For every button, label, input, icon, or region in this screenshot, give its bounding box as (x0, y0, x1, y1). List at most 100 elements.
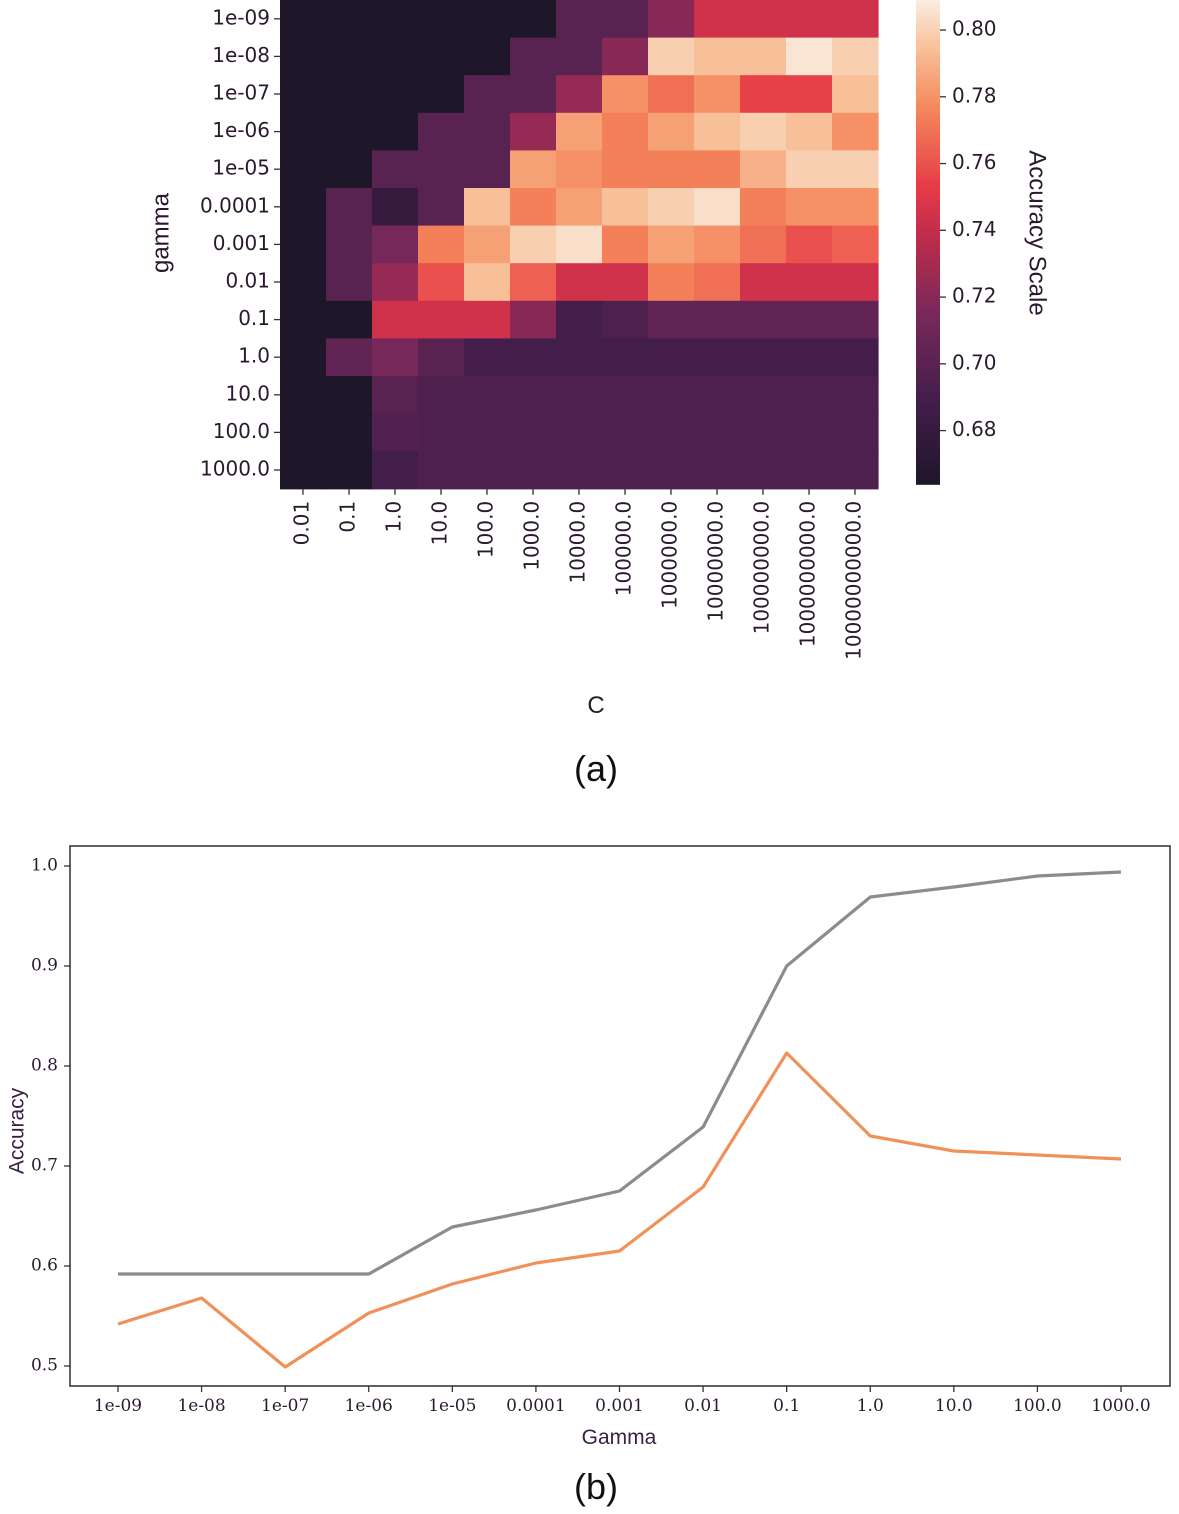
heatmap-cell (740, 188, 787, 227)
heatmap-cell (556, 376, 603, 415)
heatmap-cell (694, 263, 741, 302)
heatmap-cell (832, 150, 879, 189)
colorbar-segment (916, 8, 940, 13)
colorbar-segment (916, 310, 940, 316)
line-chart-x-ticks: 1e-09 1e-08 1e-07 1e-06 1e-05 0.0001 0.001 0.01… (94, 1386, 1151, 1416)
heatmap-cell (556, 338, 603, 377)
line-chart-x-tick-label: 0.01 (684, 1396, 722, 1416)
colorbar-segment (916, 40, 940, 46)
line-chart-x-tick-label: 1.0 (857, 1396, 884, 1416)
heatmap-cell (510, 263, 557, 302)
heatmap-cell (326, 112, 373, 151)
colorbar-segment (916, 455, 940, 461)
heatmap-cell (510, 188, 557, 227)
heatmap-cell (832, 451, 879, 490)
colorbar-segment (916, 318, 940, 324)
colorbar-segment (916, 189, 940, 195)
colorbar-segment (916, 48, 940, 54)
heatmap-cell (464, 338, 511, 377)
heatmap-cell (372, 451, 419, 490)
colorbar-segment (916, 431, 940, 437)
colorbar-segment (916, 92, 940, 98)
colorbar-segment (916, 237, 940, 243)
heatmap-x-tick-label: 0.1 (336, 501, 360, 533)
heatmap-cell (786, 451, 833, 490)
heatmap-x-tick-label: 1000.0 (520, 501, 544, 571)
heatmap-cell (602, 112, 649, 151)
heatmap-cell (464, 37, 511, 76)
colorbar-segment (916, 221, 940, 227)
heatmap-cell (556, 150, 603, 189)
heatmap-cell (648, 0, 695, 39)
heatmap-cell (418, 0, 465, 39)
heatmap-cell (556, 413, 603, 452)
colorbar-segment (916, 467, 940, 473)
heatmap-cell (556, 112, 603, 151)
heatmap-cell (418, 112, 465, 151)
heatmap-cell (694, 413, 741, 452)
colorbar-segment (916, 185, 940, 191)
colorbar-segment (916, 242, 940, 247)
heatmap-cell (418, 413, 465, 452)
heatmap-cell (786, 338, 833, 377)
heatmap-cell (418, 188, 465, 227)
heatmap-cell (464, 376, 511, 415)
colorbar-segment (916, 262, 940, 267)
colorbar-segment (916, 173, 940, 179)
colorbar-segment (916, 129, 940, 134)
heatmap-cell (740, 338, 787, 377)
heatmap-cell (832, 188, 879, 227)
colorbar-tick-label: 0.74 (952, 217, 997, 241)
line-chart-y-tick-label: 0.7 (31, 1156, 58, 1176)
heatmap-cell (556, 37, 603, 76)
heatmap-cell (510, 150, 557, 189)
heatmap-cell (694, 188, 741, 227)
heatmap-cell (602, 263, 649, 302)
heatmap-cell (326, 75, 373, 114)
heatmap-cell (602, 188, 649, 227)
heatmap-cell (648, 75, 695, 114)
heatmap-cell (740, 112, 787, 151)
heatmap-cell (786, 413, 833, 452)
heatmap-cell (556, 451, 603, 490)
heatmap-cell (694, 300, 741, 339)
colorbar-segment (916, 258, 940, 263)
colorbar-segment (916, 475, 940, 481)
heatmap-cell (832, 338, 879, 377)
colorbar-segment (916, 76, 940, 82)
line-chart-x-tick-label: 1e-07 (261, 1396, 309, 1416)
colorbar-segment (916, 322, 940, 328)
colorbar-tick-label: 0.80 (952, 17, 997, 41)
colorbar-segment (916, 363, 940, 368)
colorbar-segment (916, 415, 940, 421)
colorbar-segment (916, 270, 940, 276)
heatmap-y-tick-label: 1e-09 (212, 5, 270, 29)
heatmap-cell (418, 150, 465, 189)
colorbar-segment (916, 104, 940, 110)
colorbar-segment (916, 375, 940, 380)
colorbar-segment (916, 411, 940, 417)
heatmap-cell (510, 225, 557, 264)
heatmap-cell (740, 413, 787, 452)
colorbar-segment (916, 32, 940, 38)
heatmap-y-tick-label: 10.0 (225, 381, 270, 405)
heatmap-cell (464, 112, 511, 151)
heatmap-cell (326, 188, 373, 227)
heatmap-y-tick-label: 0.001 (213, 231, 270, 255)
heatmap-x-tick-label: 0.01 (290, 501, 314, 546)
heatmap-cell (326, 300, 373, 339)
heatmap-cell (832, 75, 879, 114)
colorbar-segment (916, 346, 940, 352)
heatmap-x-tick-label: 10000000.0 (704, 501, 728, 622)
heatmap-cell (556, 263, 603, 302)
colorbar-segment (916, 439, 940, 445)
heatmap-cell (602, 37, 649, 76)
heatmap-cell (464, 188, 511, 227)
colorbar-segment (916, 201, 940, 207)
colorbar-segment (916, 205, 940, 211)
heatmap-cell (556, 225, 603, 264)
heatmap-x-tick-label: 10.0 (428, 501, 452, 546)
heatmap-cell (648, 188, 695, 227)
colorbar-segment (916, 463, 940, 469)
heatmap-cell (326, 150, 373, 189)
